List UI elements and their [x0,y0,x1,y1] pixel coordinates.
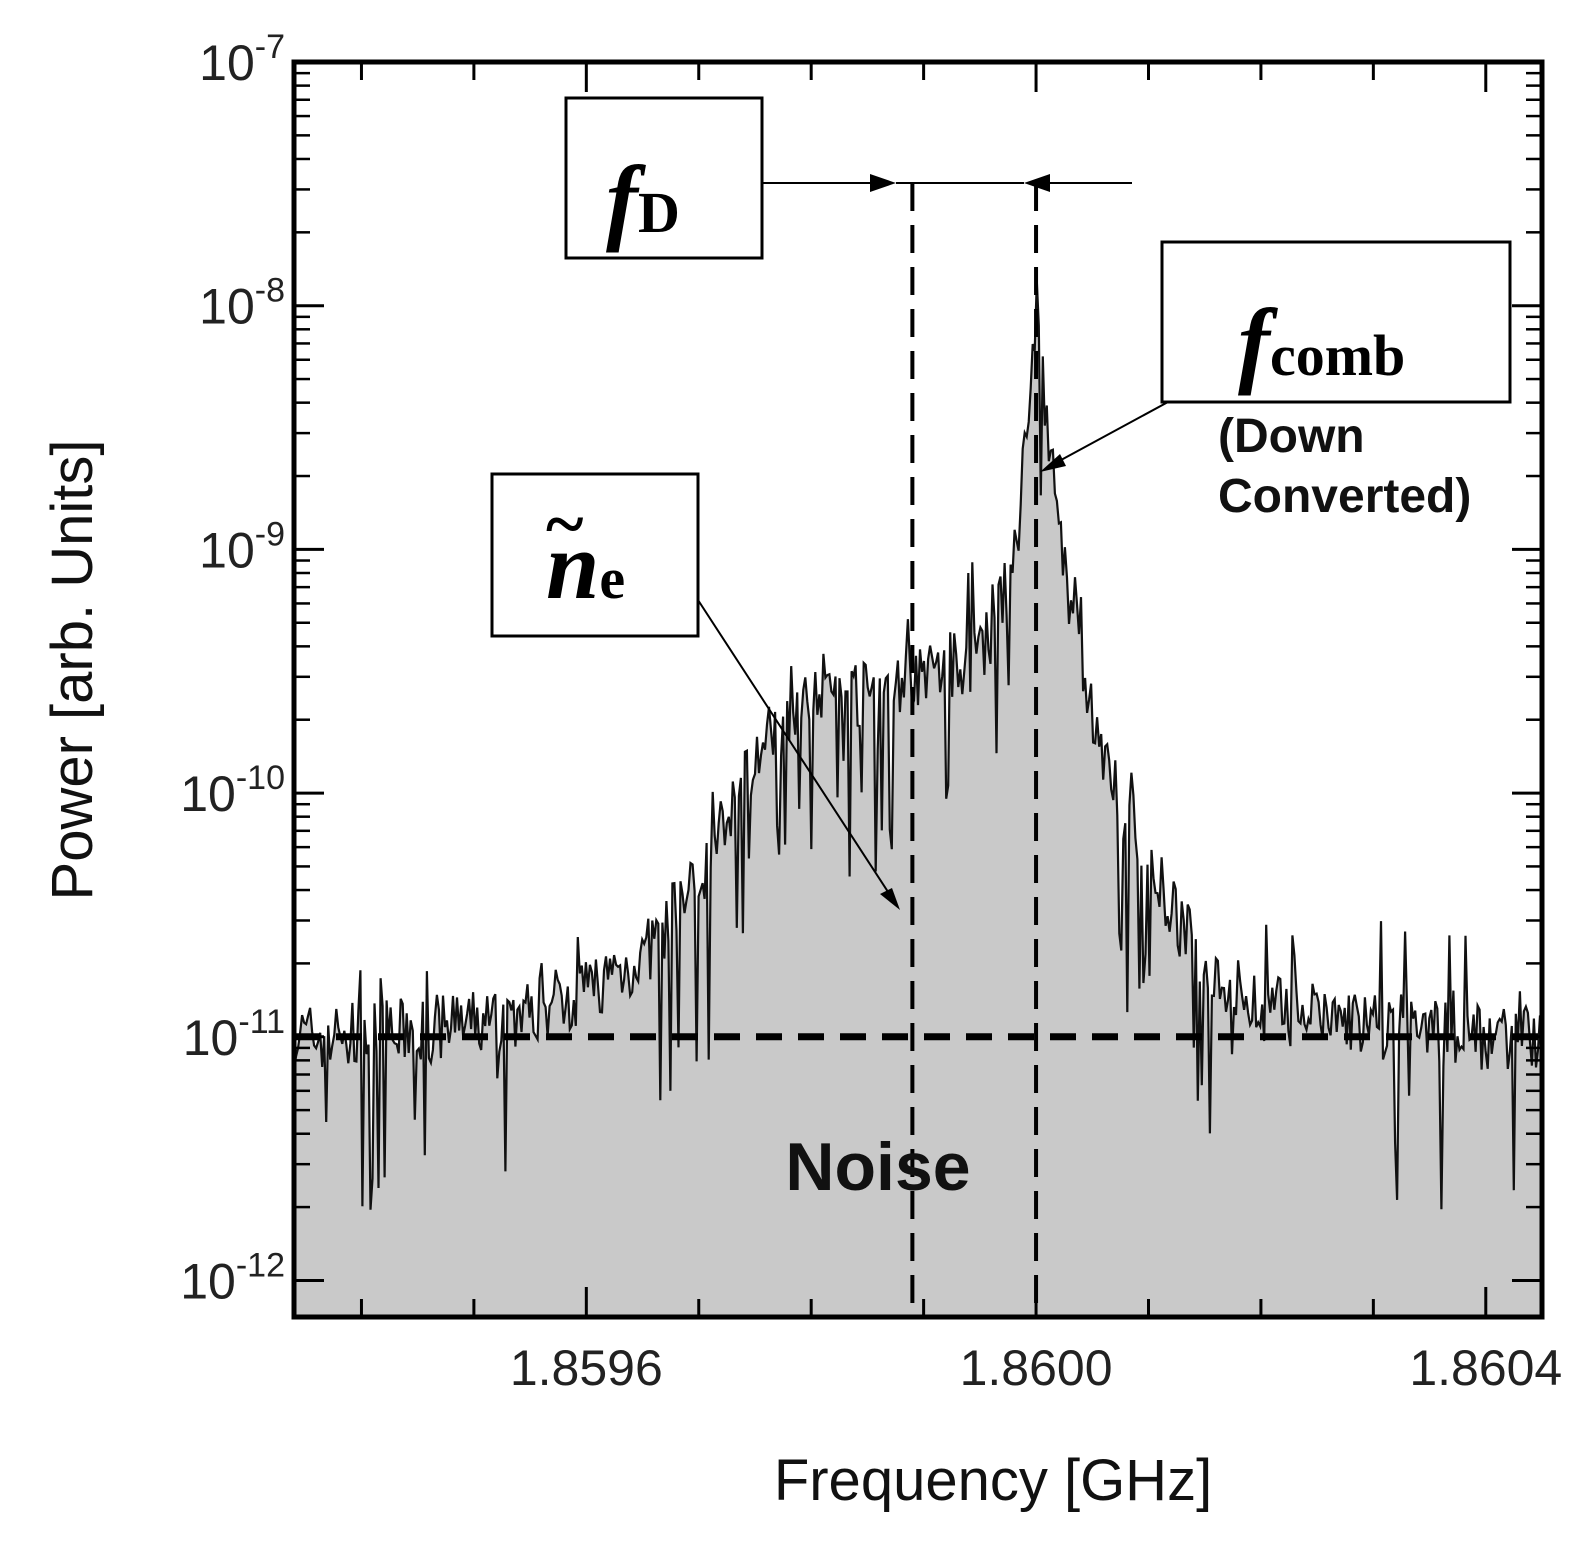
reference-lines-layer [294,183,1542,1317]
plot-frame [291,59,1545,1320]
y-tick-label: 10-11 [183,1003,285,1066]
y-tick-label: 10-8 [199,272,285,335]
noise-label: Noise [785,1129,970,1205]
y-tick-label: 10-12 [180,1246,285,1309]
x-tick-label: 1.8596 [510,1340,663,1396]
axis-ticks [294,60,1542,1317]
fd-label-box [564,96,764,260]
ne-annotation: ~ ne [490,472,900,910]
fd-annotation: fD [564,96,1132,260]
spectrum-trace [294,280,1542,1210]
fd-arrow-right-head [1024,174,1050,192]
y-tick-label: 10-7 [199,28,285,91]
x-axis-title: Frequency [GHz] [774,1448,1212,1513]
ne-pointer-head [880,888,900,910]
spectrum-fill-layer [294,280,1542,1317]
comb-label: fcomb [1238,289,1405,396]
y-axis-title: Power [arb. Units] [40,440,105,901]
axis-labels: 1.8596 1.8600 1.8604 10-7 10-8 10-9 10-10 10-11… [180,28,1562,1396]
comb-note-line-2: Converted) [1218,470,1471,523]
x-tick-label: 1.8604 [1409,1340,1562,1396]
ne-pointer-line [697,599,893,899]
y-tick-label: 10-10 [180,759,285,822]
comb-pointer-line [1049,401,1169,467]
x-tick-label: 1.8600 [960,1340,1113,1396]
comb-note-line-1: (Down [1218,410,1365,463]
comb-annotation: fcomb (Down Converted) [1040,240,1512,523]
ne-tilde: ~ [546,484,583,564]
ne-label-box [490,472,700,638]
comb-label-box [1160,240,1512,404]
fd-arrow-left-head [870,174,896,192]
spectrum-area [294,280,1542,1317]
ne-label: ne [546,512,625,619]
y-tick-label: 10-9 [199,515,285,578]
comb-pointer-head [1040,454,1066,472]
